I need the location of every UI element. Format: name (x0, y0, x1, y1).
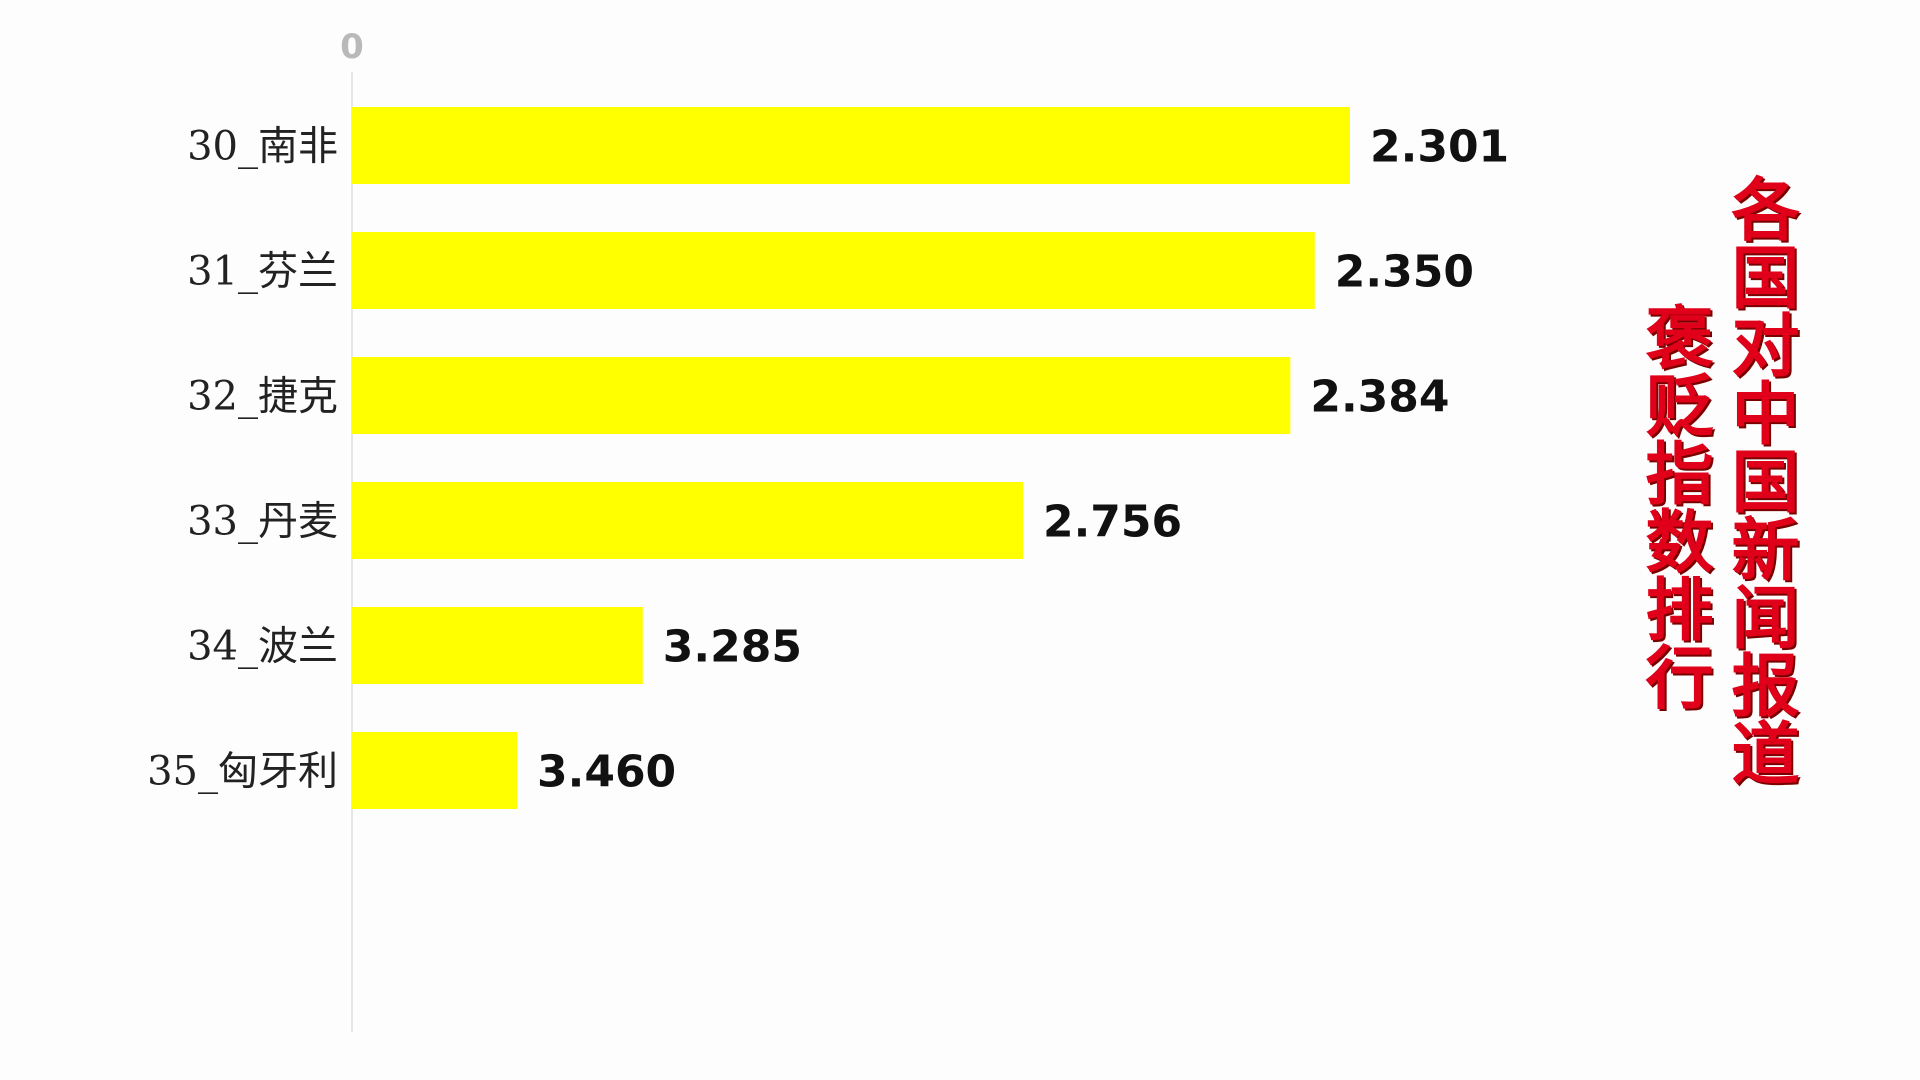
bar (352, 482, 1023, 559)
value-label: 2.756 (1043, 497, 1182, 548)
bar (352, 232, 1315, 309)
bar (352, 107, 1350, 184)
category-label: 34_波兰 (187, 624, 338, 670)
value-label: 2.350 (1335, 247, 1474, 298)
chart-title-line-1: 各国对中国新闻报道 (1719, 174, 1799, 786)
category-label: 32_捷克 (187, 374, 338, 420)
value-label: 3.285 (663, 622, 802, 673)
chart-title-line-2: 褒贬指数排行 (1633, 302, 1713, 710)
x-tick-label: 0 (340, 27, 364, 67)
value-label: 3.460 (537, 747, 676, 798)
category-label: 30_南非 (187, 124, 338, 170)
category-label: 33_丹麦 (187, 499, 338, 545)
category-label: 35_匈牙利 (147, 749, 338, 795)
bar (352, 357, 1291, 434)
bar (352, 732, 517, 809)
value-label: 2.384 (1310, 372, 1449, 423)
category-label: 31_芬兰 (187, 249, 338, 295)
bar (352, 607, 643, 684)
value-label: 2.301 (1370, 122, 1509, 173)
